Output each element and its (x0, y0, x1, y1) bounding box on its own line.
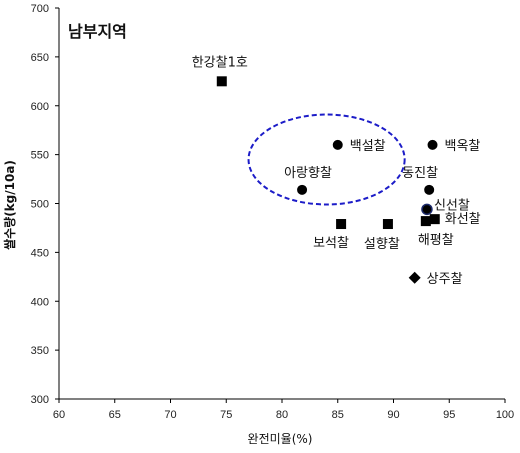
y-tick-label: 700 (31, 3, 49, 15)
y-ticks: 300 350 400 450 500 550 600 650 700 (31, 3, 59, 406)
y-axis-label: 쌀수량(kg/10a) (3, 160, 17, 250)
x-tick-label: 65 (109, 409, 121, 421)
points-layer (216, 76, 440, 284)
point-label: 상주찰 (427, 272, 463, 287)
x-tick-label: 70 (164, 409, 176, 421)
y-tick-label: 400 (31, 296, 49, 308)
chart-title: 남부지역 (68, 22, 127, 41)
x-tick-label: 60 (53, 409, 65, 421)
point-label: 백설찰 (350, 139, 386, 154)
point-marker-circle (297, 184, 308, 195)
point-marker-circle (427, 139, 438, 150)
y-tick-label: 500 (31, 199, 49, 211)
point-marker-square (336, 219, 347, 230)
point-label: 화선찰 (445, 212, 481, 227)
x-tick-label: 80 (276, 409, 288, 421)
point-label: 백옥찰 (445, 139, 481, 154)
point-label: 동진찰 (402, 166, 438, 181)
highlight-ellipse (247, 113, 406, 206)
point-marker-square (382, 219, 393, 230)
point-marker-square (429, 214, 440, 225)
x-tick-label: 95 (443, 409, 455, 421)
y-tick-label: 650 (31, 52, 49, 64)
point-label: 신선찰 (434, 198, 470, 213)
point-marker-circle (421, 203, 433, 216)
point-label: 한강찰1호 (192, 55, 248, 70)
y-tick-label: 600 (31, 101, 49, 113)
point-marker-square (420, 216, 431, 227)
x-tick-label: 75 (220, 409, 232, 421)
x-tick-label: 85 (332, 409, 344, 421)
point-label: 보석찰 (313, 236, 349, 251)
point-marker-square (216, 76, 227, 87)
x-tick-label: 100 (496, 409, 514, 421)
point-marker-circle (332, 139, 343, 150)
point-marker-diamond (408, 271, 421, 284)
point-marker-circle (424, 184, 435, 195)
y-tick-label: 550 (31, 150, 49, 162)
x-axis-label: 완전미율(%) (248, 432, 313, 446)
point-label: 해평찰 (418, 233, 454, 248)
y-tick-label: 450 (31, 247, 49, 259)
point-label: 아랑향찰 (284, 166, 332, 181)
y-tick-label: 300 (31, 394, 49, 406)
x-ticks: 60 65 70 75 80 85 90 95 100 (53, 399, 514, 421)
y-tick-label: 350 (31, 345, 49, 357)
x-tick-label: 90 (387, 409, 399, 421)
point-label: 설향찰 (364, 237, 400, 252)
